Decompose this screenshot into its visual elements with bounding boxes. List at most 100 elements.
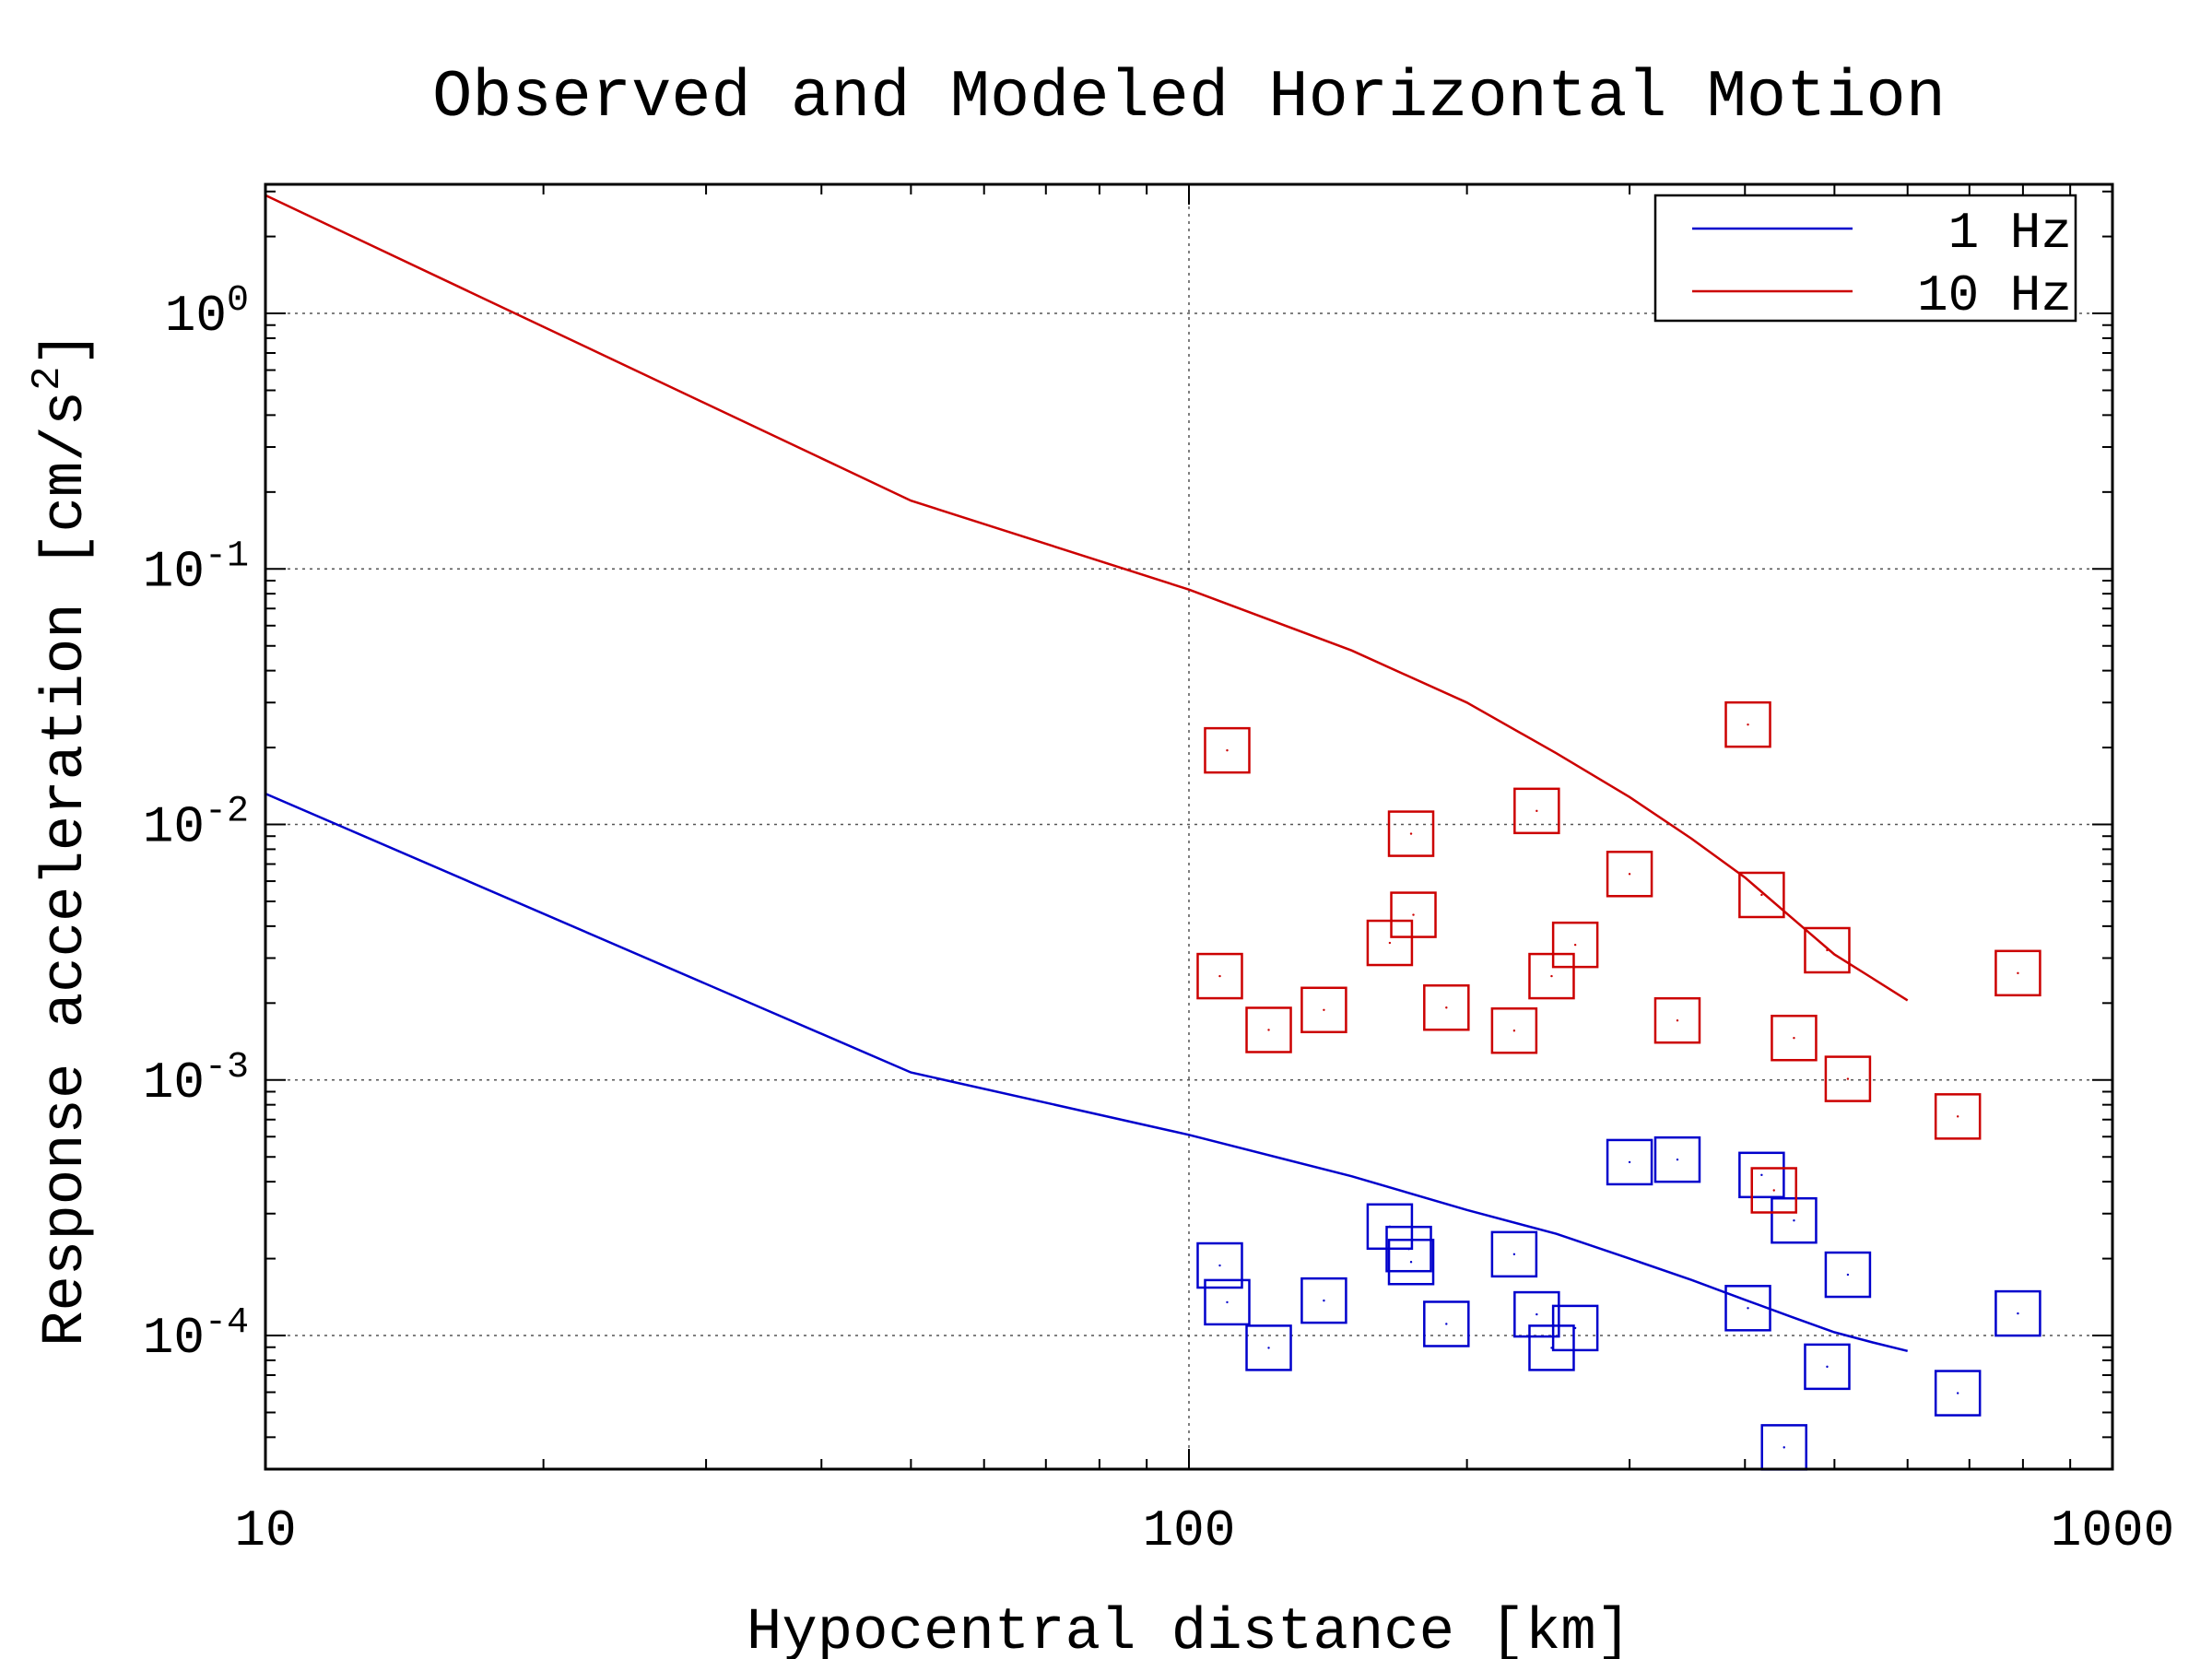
data-point-center	[1412, 913, 1415, 916]
data-point-center	[1747, 1307, 1749, 1310]
data-point-center	[1267, 1347, 1270, 1349]
data-point-1-hz-observed	[1490, 1230, 1538, 1278]
x-tick-label: 1000	[2051, 1501, 2174, 1560]
data-point-1-hz-observed	[1804, 1343, 1851, 1391]
data-point-1-hz-observed	[1824, 1251, 1872, 1299]
data-point-center	[1323, 1008, 1325, 1011]
data-point-10-hz-observed	[1366, 919, 1414, 967]
data-point-center	[1226, 1300, 1229, 1304]
data-point-1-hz-observed	[1387, 1238, 1435, 1286]
data-point-1-hz-observed	[1606, 1138, 1653, 1186]
data-point-center	[1409, 1261, 1413, 1264]
data-point-center	[1793, 1037, 1795, 1040]
data-point-1-hz-observed	[1245, 1324, 1292, 1371]
data-point-center	[1783, 1446, 1785, 1449]
data-point-center	[1535, 1312, 1538, 1316]
data-point-center	[1573, 943, 1577, 947]
data-point-10-hz-observed	[1245, 1006, 1292, 1053]
data-point-10-hz-observed	[1513, 787, 1560, 835]
data-point-center	[2017, 1312, 2019, 1315]
model-lines	[265, 194, 1909, 1353]
data-point-1-hz-observed	[1738, 1151, 1785, 1199]
data-point-10-hz-observed	[1994, 949, 2041, 997]
y-axis-label-main: Response acceleration [cm/s	[33, 391, 100, 1347]
y-tick-label: 10-2	[143, 791, 249, 857]
data-point-center	[1676, 1018, 1679, 1022]
data-point-center	[1323, 1299, 1325, 1302]
data-point-center	[1388, 941, 1392, 945]
data-point-1-hz-observed	[1204, 1278, 1251, 1326]
data-point-10-hz-observed	[1750, 1167, 1797, 1214]
data-point-center	[1267, 1029, 1270, 1031]
data-point-center	[1218, 974, 1221, 978]
x-axis-label: Hypocentral distance [km]	[747, 1600, 1631, 1659]
series-line-10-hz	[265, 194, 1909, 1002]
legend-label-1-hz: 1 Hz	[1948, 204, 2072, 263]
data-point-center	[1846, 1077, 1850, 1080]
y-tick-label: 10-1	[143, 535, 249, 602]
data-point-10-hz-observed	[1196, 952, 1243, 1000]
data-point-center	[1573, 1326, 1577, 1330]
data-point-1-hz-observed	[1423, 1300, 1470, 1347]
data-point-center	[1628, 1160, 1631, 1164]
data-point-center	[1409, 832, 1413, 835]
data-point-10-hz-observed	[1300, 986, 1347, 1034]
data-point-10-hz-observed	[1528, 952, 1575, 1000]
tick-labels: 10 100 1000 100 10-1 10-2 10-3 10-4	[143, 280, 2174, 1560]
data-point-10-hz-observed	[1771, 1014, 1818, 1062]
data-point-10-hz-observed	[1551, 921, 1599, 969]
data-point-10-hz-observed	[1934, 1093, 1982, 1140]
data-point-10-hz-observed	[1804, 926, 1851, 974]
data-point-1-hz-observed	[1300, 1277, 1347, 1324]
data-point-10-hz-observed	[1724, 700, 1771, 748]
data-point-center	[1846, 1273, 1850, 1277]
data-point-center	[1512, 1253, 1516, 1256]
data-point-1-hz-observed	[1653, 1135, 1701, 1183]
y-axis-label-superscript: 2	[25, 367, 71, 391]
data-point-10-hz-observed	[1490, 1006, 1538, 1054]
data-point-center	[1535, 809, 1538, 813]
data-point-10-hz-observed	[1423, 983, 1470, 1031]
data-point-center	[1218, 1264, 1221, 1267]
data-point-center	[1512, 1030, 1516, 1032]
x-tick-label: 100	[1143, 1501, 1236, 1560]
y-tick-label: 10-3	[143, 1046, 249, 1112]
data-point-1-hz-observed	[1994, 1289, 2041, 1337]
data-point-1-hz-observed	[1513, 1290, 1560, 1338]
data-point-center	[1760, 893, 1763, 897]
data-point-center	[1445, 1006, 1448, 1009]
x-tick-label: 10	[234, 1501, 296, 1560]
legend-box	[1653, 194, 2077, 323]
data-point-center	[1760, 1173, 1763, 1177]
data-point-center	[1550, 974, 1553, 978]
y-axis-label: Response acceleration [cm/s2]	[25, 331, 100, 1347]
data-point-1-hz-observed	[1724, 1285, 1771, 1332]
data-point-10-hz-observed	[1824, 1055, 1872, 1102]
axis-ticks	[265, 184, 2112, 1470]
data-point-center	[1793, 1219, 1795, 1222]
plot-frame	[264, 182, 2114, 1471]
data-point-center	[2017, 971, 2019, 975]
data-point-10-hz-observed	[1738, 871, 1785, 919]
data-point-1-hz-observed	[1196, 1241, 1243, 1289]
data-point-center	[1772, 1189, 1775, 1192]
series-line-1-hz	[265, 792, 1908, 1353]
chart-title: Observed and Modeled Horizontal Motion	[432, 60, 1946, 135]
data-point-1-hz-observed	[1934, 1370, 1982, 1417]
y-tick-label: 100	[165, 280, 249, 347]
data-point-center	[1407, 1247, 1410, 1251]
data-point-10-hz-observed	[1606, 851, 1653, 898]
data-point-1-hz-observed	[1385, 1225, 1432, 1273]
data-point-10-hz-observed	[1653, 996, 1701, 1044]
y-tick-label: 10-4	[143, 1302, 249, 1369]
data-point-10-hz-observed	[1390, 891, 1437, 938]
data-point-center	[1747, 723, 1749, 726]
data-point-10-hz-observed	[1204, 726, 1251, 774]
y-axis-label-suffix: ]	[33, 331, 100, 366]
data-point-center	[1226, 748, 1229, 752]
data-point-center	[1445, 1323, 1448, 1325]
data-point-center	[1628, 873, 1631, 876]
data-point-10-hz-observed	[1387, 810, 1435, 857]
